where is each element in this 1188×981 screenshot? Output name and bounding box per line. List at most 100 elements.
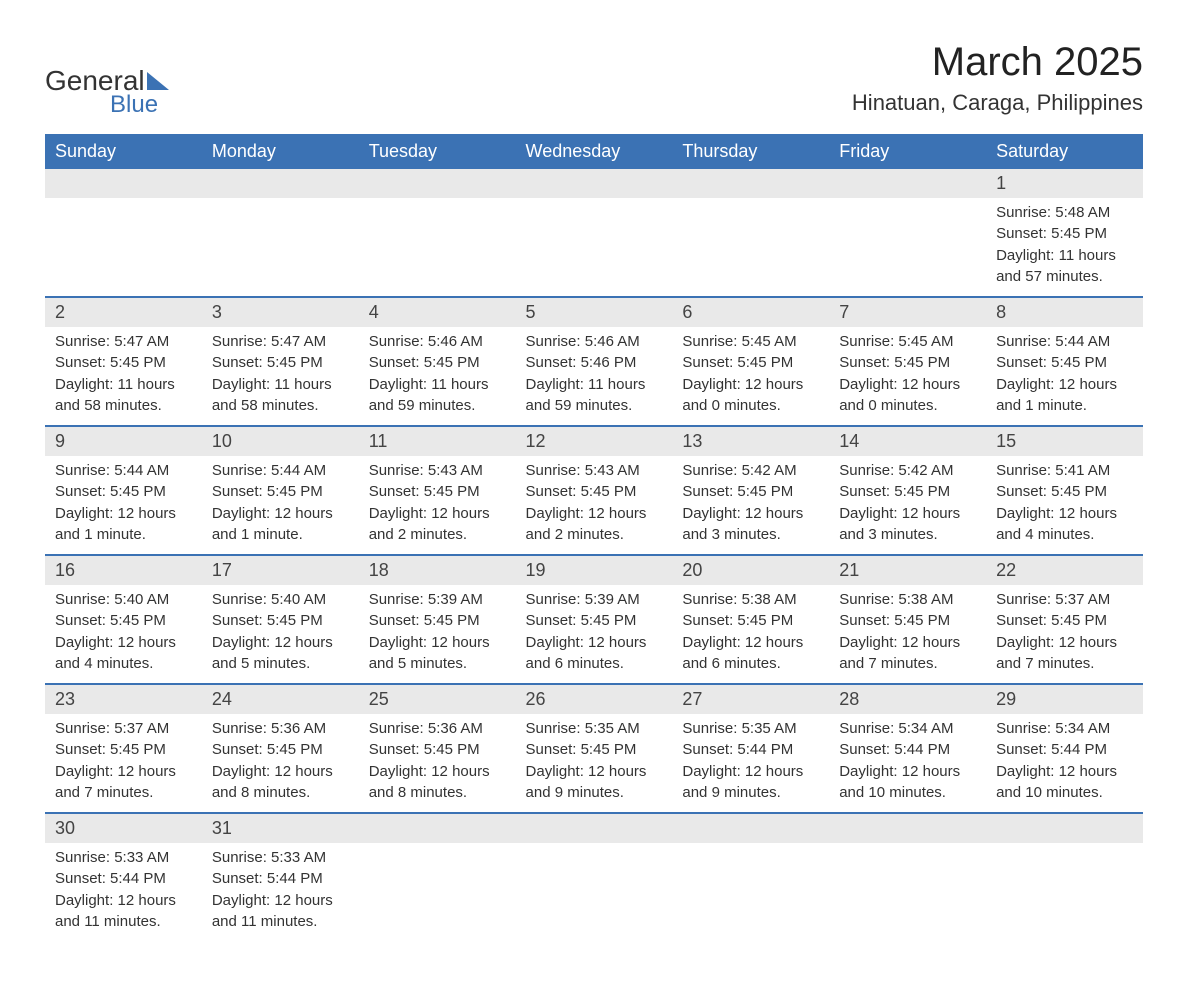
day-number-cell: 30 — [45, 814, 202, 843]
daylight-text-2: and 1 minute. — [996, 396, 1133, 416]
day-header-monday: Monday — [202, 134, 359, 169]
daylight-text-1: Daylight: 12 hours — [839, 375, 976, 395]
daylight-text-2: and 5 minutes. — [369, 654, 506, 674]
daylight-text-1: Daylight: 11 hours — [212, 375, 349, 395]
day-number-cell: 10 — [202, 427, 359, 456]
sunset-text: Sunset: 5:45 PM — [839, 611, 976, 631]
day-content-cell — [672, 843, 829, 941]
sunrise-text: Sunrise: 5:43 AM — [526, 461, 663, 481]
sunset-text: Sunset: 5:45 PM — [682, 482, 819, 502]
day-content-cell — [516, 843, 673, 941]
day-number-cell: 3 — [202, 298, 359, 327]
daylight-text-2: and 1 minute. — [212, 525, 349, 545]
sunrise-text: Sunrise: 5:47 AM — [212, 332, 349, 352]
day-number-cell: 2 — [45, 298, 202, 327]
header: General Blue March 2025 Hinatuan, Caraga… — [45, 40, 1143, 119]
sunset-text: Sunset: 5:45 PM — [839, 482, 976, 502]
sunrise-text: Sunrise: 5:33 AM — [55, 848, 192, 868]
sunrise-text: Sunrise: 5:48 AM — [996, 203, 1133, 223]
day-number-row: 2345678 — [45, 298, 1143, 327]
day-content-cell — [516, 198, 673, 296]
day-header-row: Sunday Monday Tuesday Wednesday Thursday… — [45, 134, 1143, 169]
sunrise-text: Sunrise: 5:45 AM — [839, 332, 976, 352]
day-content-cell: Sunrise: 5:34 AMSunset: 5:44 PMDaylight:… — [829, 714, 986, 812]
sunset-text: Sunset: 5:45 PM — [212, 353, 349, 373]
day-number-cell — [516, 814, 673, 843]
daylight-text-2: and 0 minutes. — [839, 396, 976, 416]
daylight-text-1: Daylight: 12 hours — [55, 762, 192, 782]
day-content-row: Sunrise: 5:48 AMSunset: 5:45 PMDaylight:… — [45, 198, 1143, 296]
day-content-cell: Sunrise: 5:40 AMSunset: 5:45 PMDaylight:… — [202, 585, 359, 683]
sunset-text: Sunset: 5:44 PM — [996, 740, 1133, 760]
sunset-text: Sunset: 5:45 PM — [682, 611, 819, 631]
sunset-text: Sunset: 5:45 PM — [55, 611, 192, 631]
sunset-text: Sunset: 5:44 PM — [55, 869, 192, 889]
logo-triangle-icon — [147, 72, 169, 90]
daylight-text-1: Daylight: 12 hours — [526, 762, 663, 782]
daylight-text-2: and 1 minute. — [55, 525, 192, 545]
day-number-cell: 17 — [202, 556, 359, 585]
daylight-text-2: and 59 minutes. — [526, 396, 663, 416]
logo-text-blue: Blue — [110, 91, 169, 119]
day-content-cell: Sunrise: 5:37 AMSunset: 5:45 PMDaylight:… — [986, 585, 1143, 683]
day-header-saturday: Saturday — [986, 134, 1143, 169]
daylight-text-1: Daylight: 12 hours — [682, 504, 819, 524]
sunrise-text: Sunrise: 5:34 AM — [996, 719, 1133, 739]
daylight-text-1: Daylight: 12 hours — [212, 504, 349, 524]
daylight-text-1: Daylight: 12 hours — [212, 891, 349, 911]
sunrise-text: Sunrise: 5:40 AM — [212, 590, 349, 610]
day-header-tuesday: Tuesday — [359, 134, 516, 169]
day-content-row: Sunrise: 5:47 AMSunset: 5:45 PMDaylight:… — [45, 327, 1143, 425]
day-number-row: 3031 — [45, 814, 1143, 843]
day-content-cell: Sunrise: 5:36 AMSunset: 5:45 PMDaylight:… — [202, 714, 359, 812]
daylight-text-2: and 3 minutes. — [839, 525, 976, 545]
daylight-text-1: Daylight: 11 hours — [369, 375, 506, 395]
sunrise-text: Sunrise: 5:37 AM — [996, 590, 1133, 610]
sunset-text: Sunset: 5:45 PM — [212, 482, 349, 502]
daylight-text-1: Daylight: 12 hours — [526, 504, 663, 524]
day-content-cell: Sunrise: 5:48 AMSunset: 5:45 PMDaylight:… — [986, 198, 1143, 296]
day-content-cell: Sunrise: 5:39 AMSunset: 5:45 PMDaylight:… — [516, 585, 673, 683]
day-number-cell: 15 — [986, 427, 1143, 456]
sunset-text: Sunset: 5:45 PM — [839, 353, 976, 373]
sunset-text: Sunset: 5:44 PM — [682, 740, 819, 760]
day-content-cell — [829, 198, 986, 296]
day-number-cell — [202, 169, 359, 198]
day-content-cell: Sunrise: 5:46 AMSunset: 5:45 PMDaylight:… — [359, 327, 516, 425]
day-number-cell: 7 — [829, 298, 986, 327]
daylight-text-2: and 11 minutes. — [212, 912, 349, 932]
daylight-text-1: Daylight: 12 hours — [369, 633, 506, 653]
sunrise-text: Sunrise: 5:33 AM — [212, 848, 349, 868]
day-content-cell: Sunrise: 5:37 AMSunset: 5:45 PMDaylight:… — [45, 714, 202, 812]
day-number-cell: 4 — [359, 298, 516, 327]
day-number-cell: 27 — [672, 685, 829, 714]
day-number-cell: 26 — [516, 685, 673, 714]
daylight-text-1: Daylight: 12 hours — [55, 504, 192, 524]
day-content-cell: Sunrise: 5:45 AMSunset: 5:45 PMDaylight:… — [672, 327, 829, 425]
sunrise-text: Sunrise: 5:47 AM — [55, 332, 192, 352]
day-number-cell: 29 — [986, 685, 1143, 714]
day-content-cell — [202, 198, 359, 296]
day-content-cell: Sunrise: 5:34 AMSunset: 5:44 PMDaylight:… — [986, 714, 1143, 812]
day-content-row: Sunrise: 5:33 AMSunset: 5:44 PMDaylight:… — [45, 843, 1143, 941]
logo: General Blue — [45, 65, 169, 119]
sunrise-text: Sunrise: 5:38 AM — [682, 590, 819, 610]
day-number-cell: 23 — [45, 685, 202, 714]
daylight-text-1: Daylight: 12 hours — [996, 633, 1133, 653]
day-number-cell: 11 — [359, 427, 516, 456]
day-content-row: Sunrise: 5:37 AMSunset: 5:45 PMDaylight:… — [45, 714, 1143, 812]
sunrise-text: Sunrise: 5:34 AM — [839, 719, 976, 739]
day-number-cell: 24 — [202, 685, 359, 714]
daylight-text-1: Daylight: 12 hours — [996, 504, 1133, 524]
day-number-cell — [516, 169, 673, 198]
daylight-text-2: and 2 minutes. — [526, 525, 663, 545]
day-content-cell: Sunrise: 5:43 AMSunset: 5:45 PMDaylight:… — [516, 456, 673, 554]
day-number-cell: 6 — [672, 298, 829, 327]
sunset-text: Sunset: 5:45 PM — [55, 353, 192, 373]
day-number-cell: 18 — [359, 556, 516, 585]
day-content-cell: Sunrise: 5:42 AMSunset: 5:45 PMDaylight:… — [829, 456, 986, 554]
day-content-cell: Sunrise: 5:46 AMSunset: 5:46 PMDaylight:… — [516, 327, 673, 425]
day-number-cell: 19 — [516, 556, 673, 585]
sunrise-text: Sunrise: 5:42 AM — [682, 461, 819, 481]
sunrise-text: Sunrise: 5:46 AM — [526, 332, 663, 352]
